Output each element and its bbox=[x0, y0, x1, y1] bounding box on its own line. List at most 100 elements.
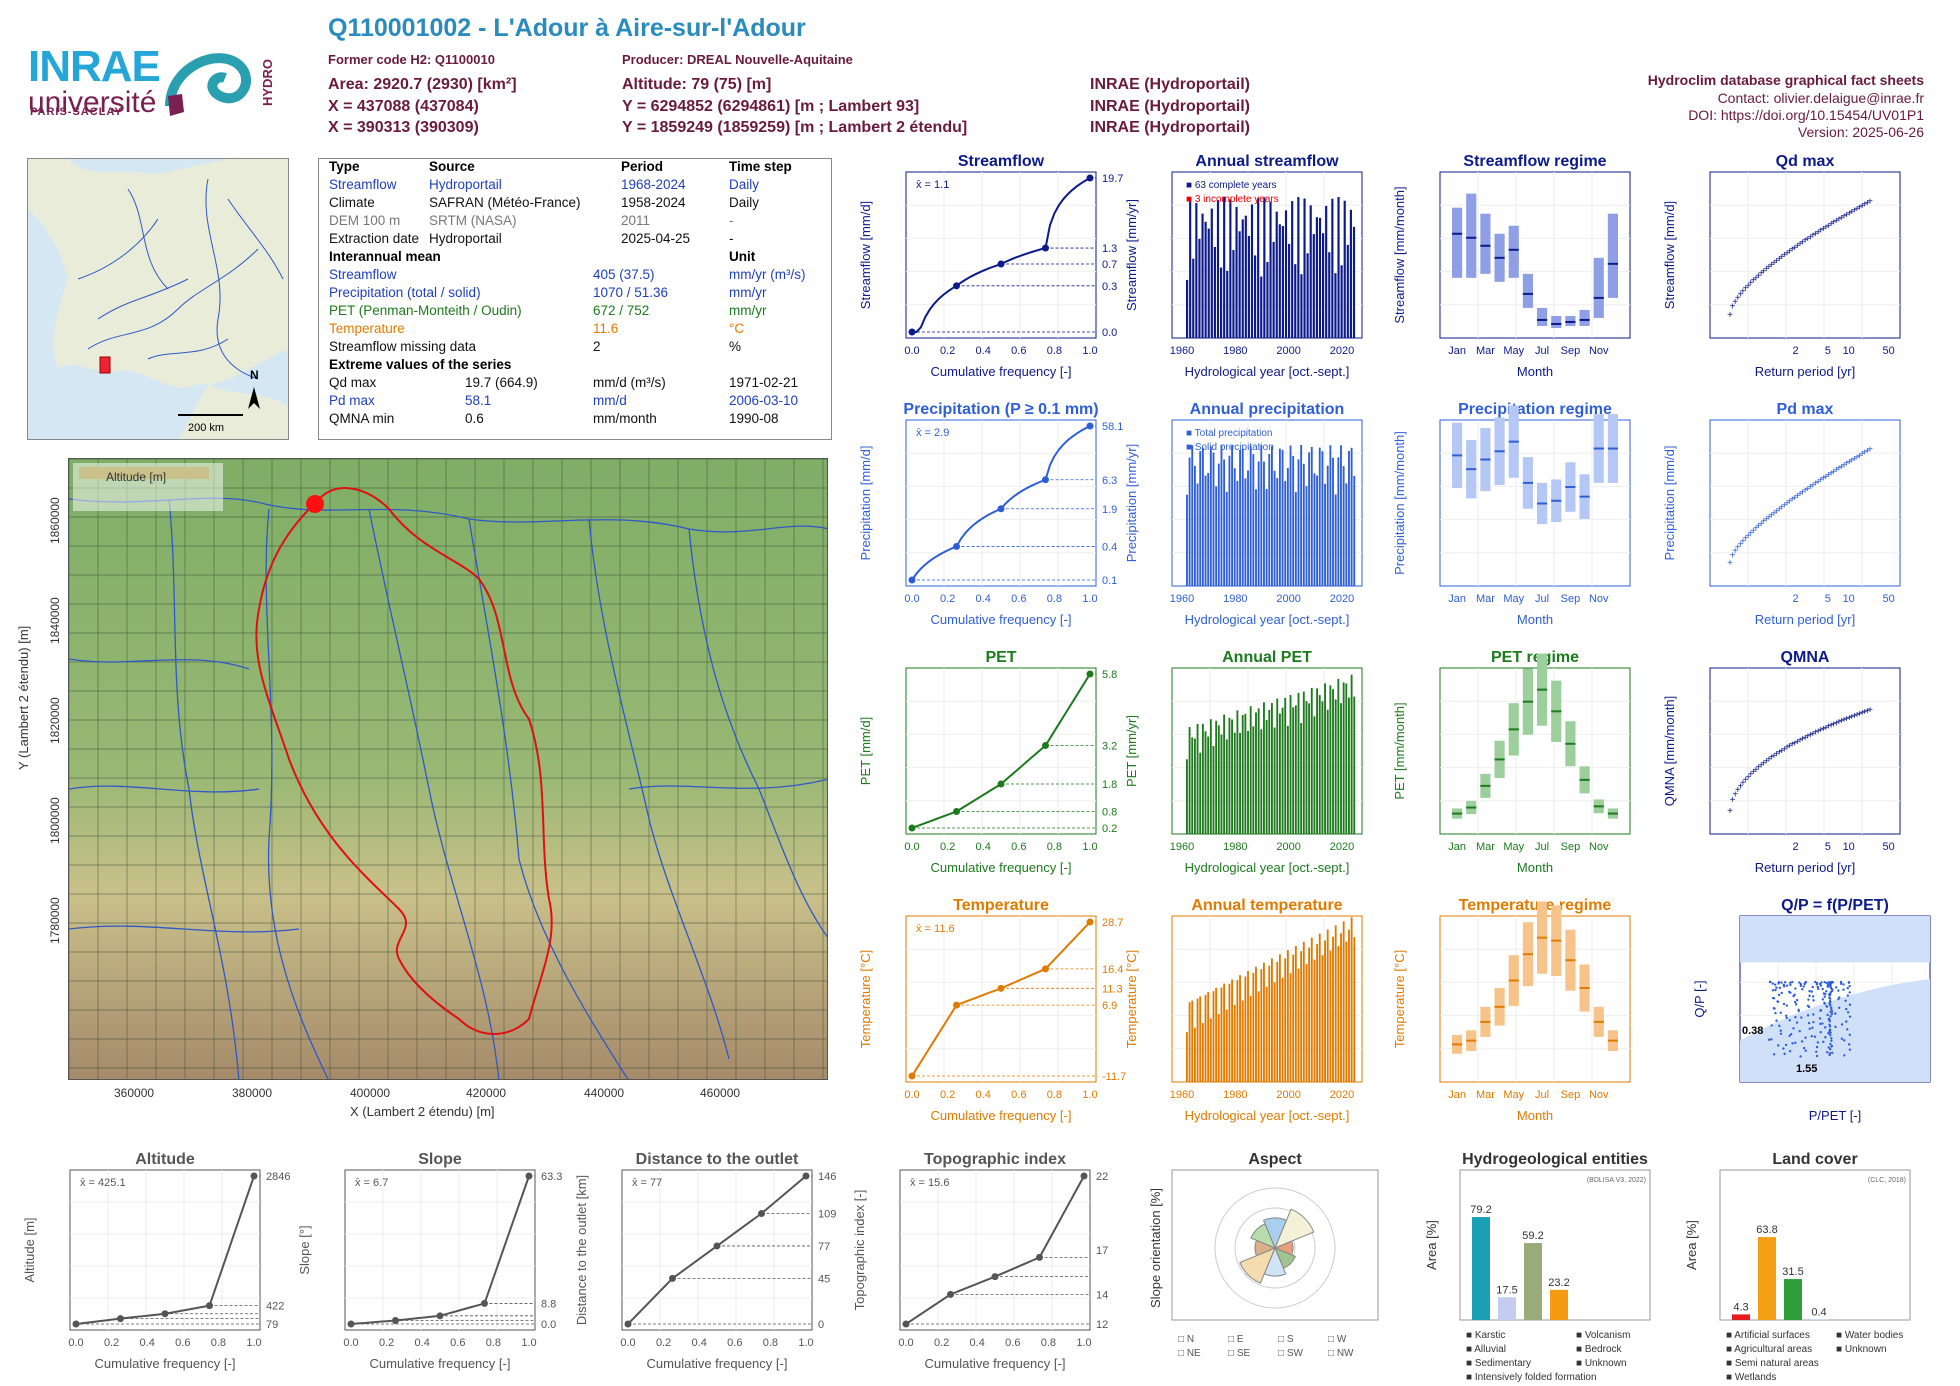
qp-point bbox=[1775, 1019, 1778, 1022]
north-label: N bbox=[250, 368, 259, 382]
pet-xtick: 0.2 bbox=[940, 841, 955, 853]
annual_temperature-bar bbox=[1281, 977, 1284, 1082]
annual_precipitation-bar bbox=[1316, 475, 1319, 586]
aspect-sector bbox=[1250, 1223, 1276, 1249]
qp-point bbox=[1812, 1020, 1815, 1024]
qp-point bbox=[1834, 1012, 1837, 1015]
annual_streamflow-xtick: 2000 bbox=[1276, 345, 1300, 357]
map-xtick: 420000 bbox=[466, 1086, 507, 1100]
qp-point bbox=[1829, 1031, 1832, 1034]
qd_max-point: + bbox=[1748, 278, 1754, 289]
annual_precipitation-bar bbox=[1201, 447, 1204, 586]
topo-mean: x̄ = 15.6 bbox=[910, 1177, 949, 1189]
qp-label: 1.55 bbox=[1796, 1063, 1817, 1075]
annual_streamflow-bar bbox=[1189, 197, 1192, 338]
qp-point bbox=[1829, 1042, 1832, 1046]
qmna-point: + bbox=[1867, 705, 1873, 716]
qmna-xlabel: Return period [yr] bbox=[1755, 860, 1855, 875]
qmna-point: + bbox=[1823, 723, 1829, 734]
qp-point bbox=[1775, 986, 1778, 989]
hydrogeo-bar bbox=[1524, 1243, 1542, 1320]
pd_max-point: + bbox=[1758, 519, 1764, 530]
annual_temperature-bar bbox=[1271, 958, 1273, 1082]
annual_precipitation-bar bbox=[1318, 447, 1321, 586]
qp-point bbox=[1792, 1027, 1795, 1030]
qp-point bbox=[1825, 981, 1828, 985]
pd_max-point: + bbox=[1740, 536, 1746, 547]
annual_pet-bar bbox=[1207, 736, 1210, 834]
streamflow_regime-box bbox=[1522, 273, 1533, 308]
landcover-bar bbox=[1732, 1314, 1750, 1320]
annual_temperature-bar bbox=[1247, 971, 1249, 1082]
qp-point bbox=[1791, 1042, 1794, 1045]
slope-xtick: 0.0 bbox=[343, 1337, 358, 1349]
landcover-legend: ■ Semi natural areas bbox=[1726, 1358, 1819, 1369]
pet-rtick: 5.8 bbox=[1102, 669, 1117, 681]
qmna-point: + bbox=[1841, 715, 1847, 726]
meta-header-mean: Interannual mean bbox=[329, 249, 441, 264]
annual_temperature-bar bbox=[1302, 941, 1305, 1082]
qmna-point: + bbox=[1794, 737, 1800, 748]
precipitation_regime-xlabel: Month bbox=[1517, 612, 1553, 627]
slope-rtick: 8.8 bbox=[541, 1298, 556, 1310]
precipitation-rtick: 58.1 bbox=[1102, 421, 1123, 433]
annual_streamflow-xlabel: Hydrological year [oct.-sept.] bbox=[1185, 364, 1350, 379]
annual_pet-bar bbox=[1324, 683, 1326, 834]
qd_max-point: + bbox=[1761, 266, 1767, 277]
qp-point bbox=[1810, 990, 1813, 993]
annual_pet-xlabel: Hydrological year [oct.-sept.] bbox=[1185, 860, 1350, 875]
annual_pet-xtick: 2020 bbox=[1330, 841, 1354, 853]
streamflow_regime-box bbox=[1508, 225, 1519, 278]
qp-point bbox=[1826, 985, 1829, 988]
qd_max-point: + bbox=[1852, 205, 1858, 216]
topo-title: Topographic index bbox=[924, 1151, 1066, 1168]
qp-point bbox=[1848, 1048, 1852, 1051]
pet_regime-xtick: Sep bbox=[1561, 841, 1581, 853]
pd_max-point: + bbox=[1779, 502, 1785, 513]
annual_streamflow-bar bbox=[1331, 198, 1334, 338]
annual_streamflow-bar bbox=[1349, 209, 1352, 338]
annual_precipitation-bar bbox=[1247, 470, 1249, 586]
qd_max-point: + bbox=[1846, 208, 1852, 219]
streamflow-rtick: 0.3 bbox=[1102, 281, 1117, 293]
qd_max-point: + bbox=[1776, 254, 1782, 265]
qmna-point: + bbox=[1732, 789, 1738, 800]
qp-point bbox=[1831, 988, 1834, 991]
annual_precipitation-bar bbox=[1231, 445, 1234, 586]
landcover-legend: ■ Water bodies bbox=[1836, 1330, 1903, 1341]
annual_streamflow-bar bbox=[1322, 233, 1325, 338]
precipitation-frame bbox=[905, 419, 1097, 587]
pd_max-point: + bbox=[1831, 467, 1837, 478]
annual_precipitation-bar bbox=[1263, 461, 1265, 586]
annual_pet-bar bbox=[1321, 701, 1324, 834]
qmna-point: + bbox=[1740, 778, 1746, 789]
qd_max-point: + bbox=[1732, 297, 1738, 308]
qp-point bbox=[1828, 1023, 1831, 1027]
qp-point bbox=[1846, 1028, 1849, 1031]
annual_temperature-bar bbox=[1207, 992, 1210, 1082]
qmna-point: + bbox=[1820, 724, 1826, 735]
pet-ylabel: PET [mm/d] bbox=[858, 717, 873, 785]
annual_precipitation-bar bbox=[1300, 444, 1303, 586]
qp-point bbox=[1830, 1010, 1834, 1013]
qp-point bbox=[1829, 1034, 1832, 1037]
qd_max-point: + bbox=[1844, 210, 1850, 221]
annual_pet-bar bbox=[1255, 712, 1257, 834]
pd_max-point: + bbox=[1737, 539, 1743, 550]
annual_pet-bar bbox=[1334, 699, 1337, 834]
altitude-ylabel: Altitude [m] bbox=[22, 1217, 37, 1282]
doi-link[interactable]: DOI: https://doi.org/10.15454/UV01P1 bbox=[1688, 107, 1924, 123]
qp-point bbox=[1800, 1016, 1803, 1019]
annual_precipitation-bar bbox=[1252, 454, 1255, 586]
qmna-point: + bbox=[1763, 756, 1769, 767]
altitude-rtick: 422 bbox=[266, 1301, 284, 1313]
qd_max-point: + bbox=[1787, 246, 1793, 257]
annual_streamflow-bar bbox=[1226, 270, 1229, 338]
qd_max-point: + bbox=[1833, 216, 1839, 227]
annual_precipitation-bar bbox=[1281, 449, 1284, 586]
annual_precipitation-bar bbox=[1260, 444, 1263, 586]
pd_max-point: + bbox=[1807, 482, 1813, 493]
temperature-xtick: 1.0 bbox=[1082, 1089, 1097, 1101]
annual_temperature-bar bbox=[1278, 954, 1281, 1082]
hydrogeo-value: 23.2 bbox=[1548, 1277, 1569, 1289]
